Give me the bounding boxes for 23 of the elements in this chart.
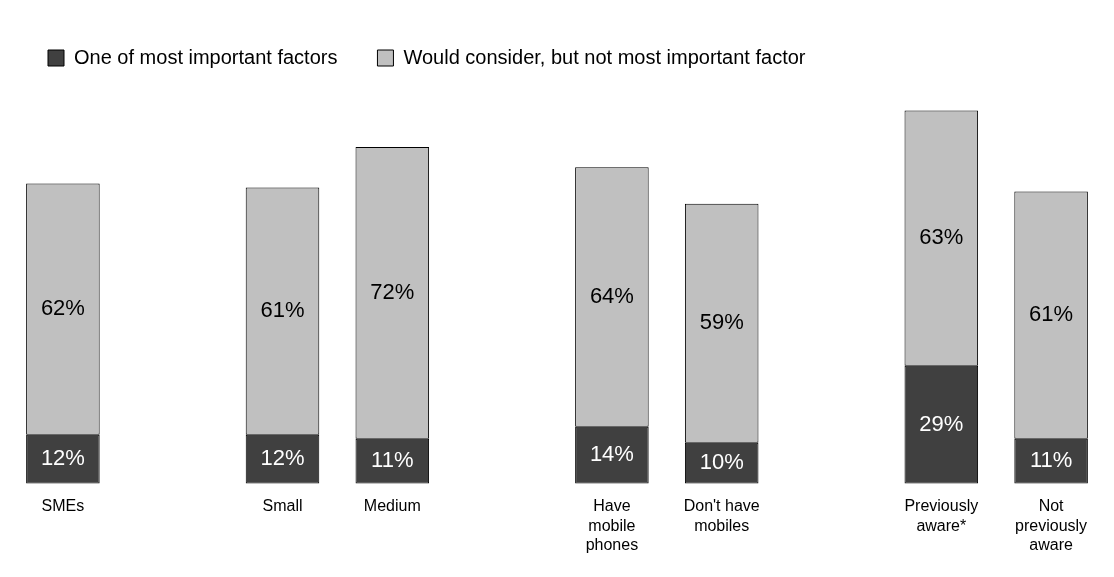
legend-label: Would consider, but not most important factor (403, 45, 806, 68)
x-tick-label: Small (262, 497, 303, 515)
data-label: 12% (260, 445, 305, 471)
x-tick-label: Not previously aware (1015, 497, 1088, 553)
data-label: 11% (1029, 447, 1073, 473)
data-label: 63% (919, 224, 964, 250)
x-tick-label: Previously aware* (904, 497, 979, 534)
data-label: 72% (370, 278, 415, 304)
x-tick-label: Medium (363, 497, 421, 515)
legend-label: One of most important factors (74, 45, 338, 68)
data-label: 59% (699, 309, 744, 335)
data-label: 61% (1029, 301, 1074, 327)
data-label: 61% (260, 297, 305, 323)
x-tick-label: Have mobile phones (585, 497, 639, 553)
data-label: 64% (589, 282, 634, 308)
data-label: 14% (589, 441, 634, 467)
x-tick-label: SMEs (41, 497, 85, 515)
data-label: 29% (919, 410, 964, 436)
data-label: 12% (40, 445, 85, 471)
x-tick-label: Don't have mobiles (683, 497, 760, 534)
data-label: 11% (371, 447, 414, 473)
data-label: 10% (699, 449, 744, 475)
data-label: 62% (40, 295, 85, 321)
